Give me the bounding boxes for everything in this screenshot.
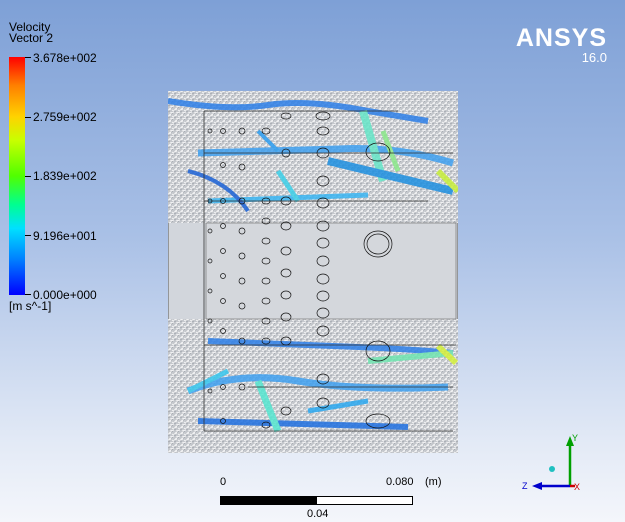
y-axis-label: Y [572,433,578,443]
legend-title-variable: Velocity [9,20,51,34]
legend-tick-label: 2.759e+002 [33,110,97,124]
logo-name: ANSYS [515,24,607,52]
lower-flow-streaks [186,338,458,433]
hole-circles [207,111,393,429]
velocity-vector-plot[interactable] [168,91,458,453]
legend-tick-label: 9.196e+001 [33,229,97,243]
center-region [205,222,457,320]
legend-title-object: Vector 2 [9,31,54,45]
legend-tick [25,117,31,118]
legend-tick [25,294,31,295]
scale-bar-filled [220,496,317,505]
scale-min-label: 0 [220,476,227,488]
legend-title: Velocity Vector 2 [9,20,54,45]
axis-triad-icon: Y Z X [522,433,580,492]
ansys-logo: ANSYS 16.0 [515,24,607,65]
geometry-edges [203,110,456,432]
legend-colorbar [9,57,25,295]
scale-max-label: 0.080 [386,476,414,488]
legend-tick [25,235,31,236]
z-axis-label: Z [522,481,528,491]
scale-mid-label: 0.04 [307,508,329,520]
x-axis-label: X [574,482,580,492]
upper-flow-streaks [168,98,458,213]
legend-tick [25,57,31,58]
scale-unit-label: (m) [425,476,442,488]
legend-tick-label: 1.839e+002 [33,169,97,183]
legend-tick-label-max: 3.678e+002 [33,51,97,65]
origin-marker [549,466,555,472]
legend-units: [m s^-1] [9,299,52,313]
scale-bar-empty [316,496,413,505]
legend-tick [25,176,31,177]
logo-version: 16.0 [581,50,607,65]
legend-tick-label-min: 0.000e+000 [33,288,97,302]
